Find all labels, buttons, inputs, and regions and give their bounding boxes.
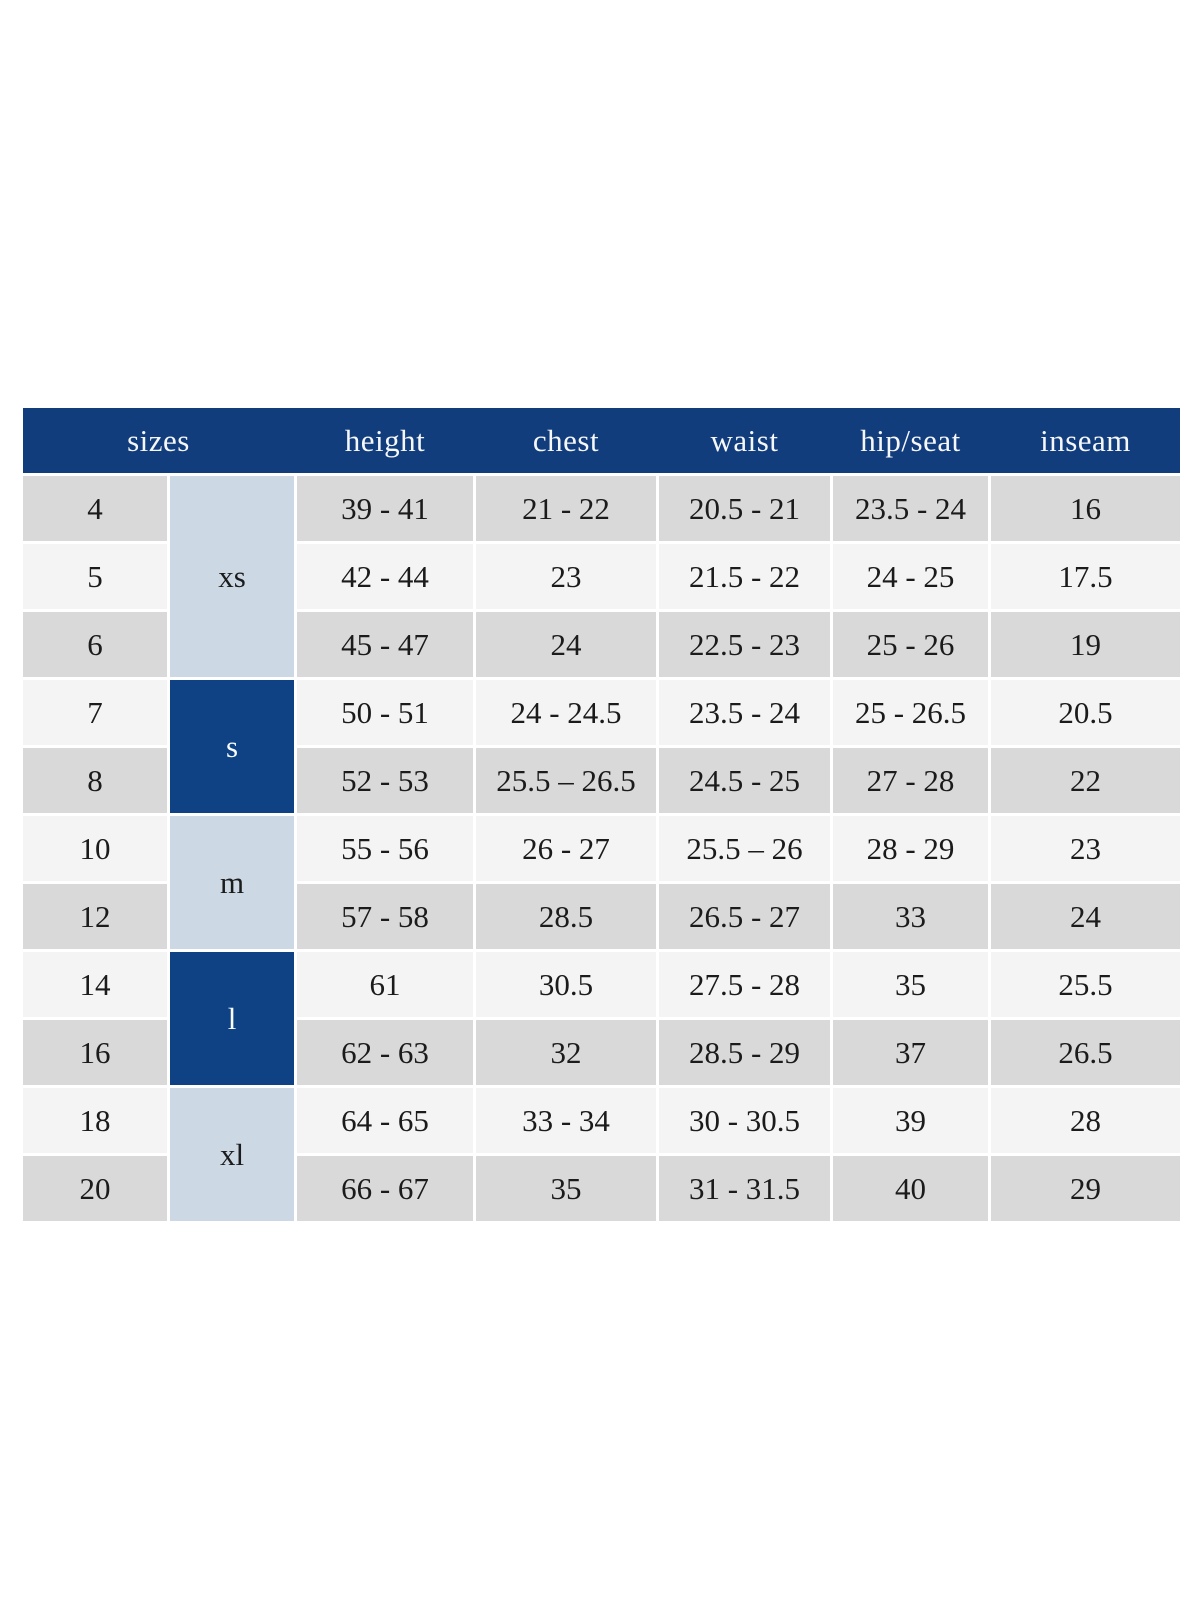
hip-seat-cell: 40 [833,1156,988,1221]
inseam-cell: 26.5 [991,1020,1180,1085]
inseam-cell: 25.5 [991,952,1180,1017]
hip-seat-cell: 23.5 - 24 [833,476,988,541]
size-group-cell-m: m [170,816,294,949]
hip-seat-cell: 33 [833,884,988,949]
chest-cell: 33 - 34 [476,1088,656,1153]
inseam-cell: 20.5 [991,680,1180,745]
size-group-cell-l: l [170,952,294,1085]
hip-seat-cell: 39 [833,1088,988,1153]
size-cell: 4 [23,476,167,541]
waist-cell: 23.5 - 24 [659,680,830,745]
size-cell: 12 [23,884,167,949]
waist-cell: 22.5 - 23 [659,612,830,677]
chest-cell: 28.5 [476,884,656,949]
header-cell-chest: chest [532,422,600,458]
hip-seat-cell: 25 - 26.5 [833,680,988,745]
height-cell: 50 - 51 [297,680,473,745]
chest-cell: 35 [476,1156,656,1221]
height-cell: 39 - 41 [297,476,473,541]
table-row: 18 xl 64 - 65 33 - 34 30 - 30.5 39 28 [23,1088,1180,1221]
inseam-cell: 24 [991,884,1180,949]
waist-cell: 26.5 - 27 [659,884,830,949]
height-cell: 64 - 65 [297,1088,473,1153]
waist-cell: 24.5 - 25 [659,748,830,813]
waist-cell: 28.5 - 29 [659,1020,830,1085]
height-cell: 52 - 53 [297,748,473,813]
height-cell: 62 - 63 [297,1020,473,1085]
waist-cell: 30 - 30.5 [659,1088,830,1153]
chest-cell: 32 [476,1020,656,1085]
size-cell: 10 [23,816,167,881]
table-row: 4 xs 39 - 41 21 - 22 20.5 - 21 23.5 - 24… [23,476,1180,677]
waist-cell: 20.5 - 21 [659,476,830,541]
table-row: 5 42 - 44 23 21.5 - 22 24 - 25 17.5 [23,544,1180,609]
table-row: 6 45 - 47 24 22.5 - 23 25 - 26 19 [23,612,1180,677]
inseam-cell: 29 [991,1156,1180,1221]
hip-seat-cell: 25 - 26 [833,612,988,677]
table-row: 10 m 55 - 56 26 - 27 25.5 – 26 28 - 29 2… [23,816,1180,949]
size-cell: 8 [23,748,167,813]
size-cell: 18 [23,1088,167,1153]
height-cell: 55 - 56 [297,816,473,881]
hip-seat-cell: 24 - 25 [833,544,988,609]
waist-cell: 27.5 - 28 [659,952,830,1017]
chest-cell: 25.5 – 26.5 [476,748,656,813]
header-cell-hip-seat: hip/seat [860,422,961,458]
waist-cell: 25.5 – 26 [659,816,830,881]
chest-cell: 24 - 24.5 [476,680,656,745]
table-row: 16 62 - 63 32 28.5 - 29 37 26.5 [23,1020,1180,1085]
size-chart-header: sizes height chest waist hip/seat inseam [23,408,1180,473]
waist-cell: 21.5 - 22 [659,544,830,609]
hip-seat-cell: 35 [833,952,988,1017]
size-cell: 20 [23,1156,167,1221]
header-cell-height: height [344,422,426,458]
size-group-cell-xs: xs [170,476,294,677]
inseam-cell: 28 [991,1088,1180,1153]
inseam-cell: 23 [991,816,1180,881]
hip-seat-cell: 37 [833,1020,988,1085]
hip-seat-cell: 27 - 28 [833,748,988,813]
size-group-cell-s: s [170,680,294,813]
inseam-cell: 22 [991,748,1180,813]
header-cell-sizes: sizes [127,422,190,458]
inseam-cell: 16 [991,476,1180,541]
chest-cell: 23 [476,544,656,609]
inseam-cell: 17.5 [991,544,1180,609]
hip-seat-cell: 28 - 29 [833,816,988,881]
height-cell: 42 - 44 [297,544,473,609]
table-row: 8 52 - 53 25.5 – 26.5 24.5 - 25 27 - 28 … [23,748,1180,813]
header-cell-waist: waist [710,422,779,458]
chest-cell: 26 - 27 [476,816,656,881]
chest-cell: 24 [476,612,656,677]
size-chart-table: 4 xs 39 - 41 21 - 22 20.5 - 21 23.5 - 24… [20,473,1183,1224]
size-cell: 14 [23,952,167,1017]
chest-cell: 21 - 22 [476,476,656,541]
table-row: 12 57 - 58 28.5 26.5 - 27 33 24 [23,884,1180,949]
height-cell: 57 - 58 [297,884,473,949]
size-group-cell-xl: xl [170,1088,294,1221]
height-cell: 66 - 67 [297,1156,473,1221]
inseam-cell: 19 [991,612,1180,677]
header-cell-inseam: inseam [1040,422,1131,458]
size-cell: 6 [23,612,167,677]
size-cell: 5 [23,544,167,609]
size-cell: 16 [23,1020,167,1085]
table-row: 7 s 50 - 51 24 - 24.5 23.5 - 24 25 - 26.… [23,680,1180,813]
height-cell: 61 [297,952,473,1017]
waist-cell: 31 - 31.5 [659,1156,830,1221]
height-cell: 45 - 47 [297,612,473,677]
table-row: 14 l 61 30.5 27.5 - 28 35 25.5 [23,952,1180,1085]
table-row: 20 66 - 67 35 31 - 31.5 40 29 [23,1156,1180,1221]
chest-cell: 30.5 [476,952,656,1017]
size-cell: 7 [23,680,167,745]
